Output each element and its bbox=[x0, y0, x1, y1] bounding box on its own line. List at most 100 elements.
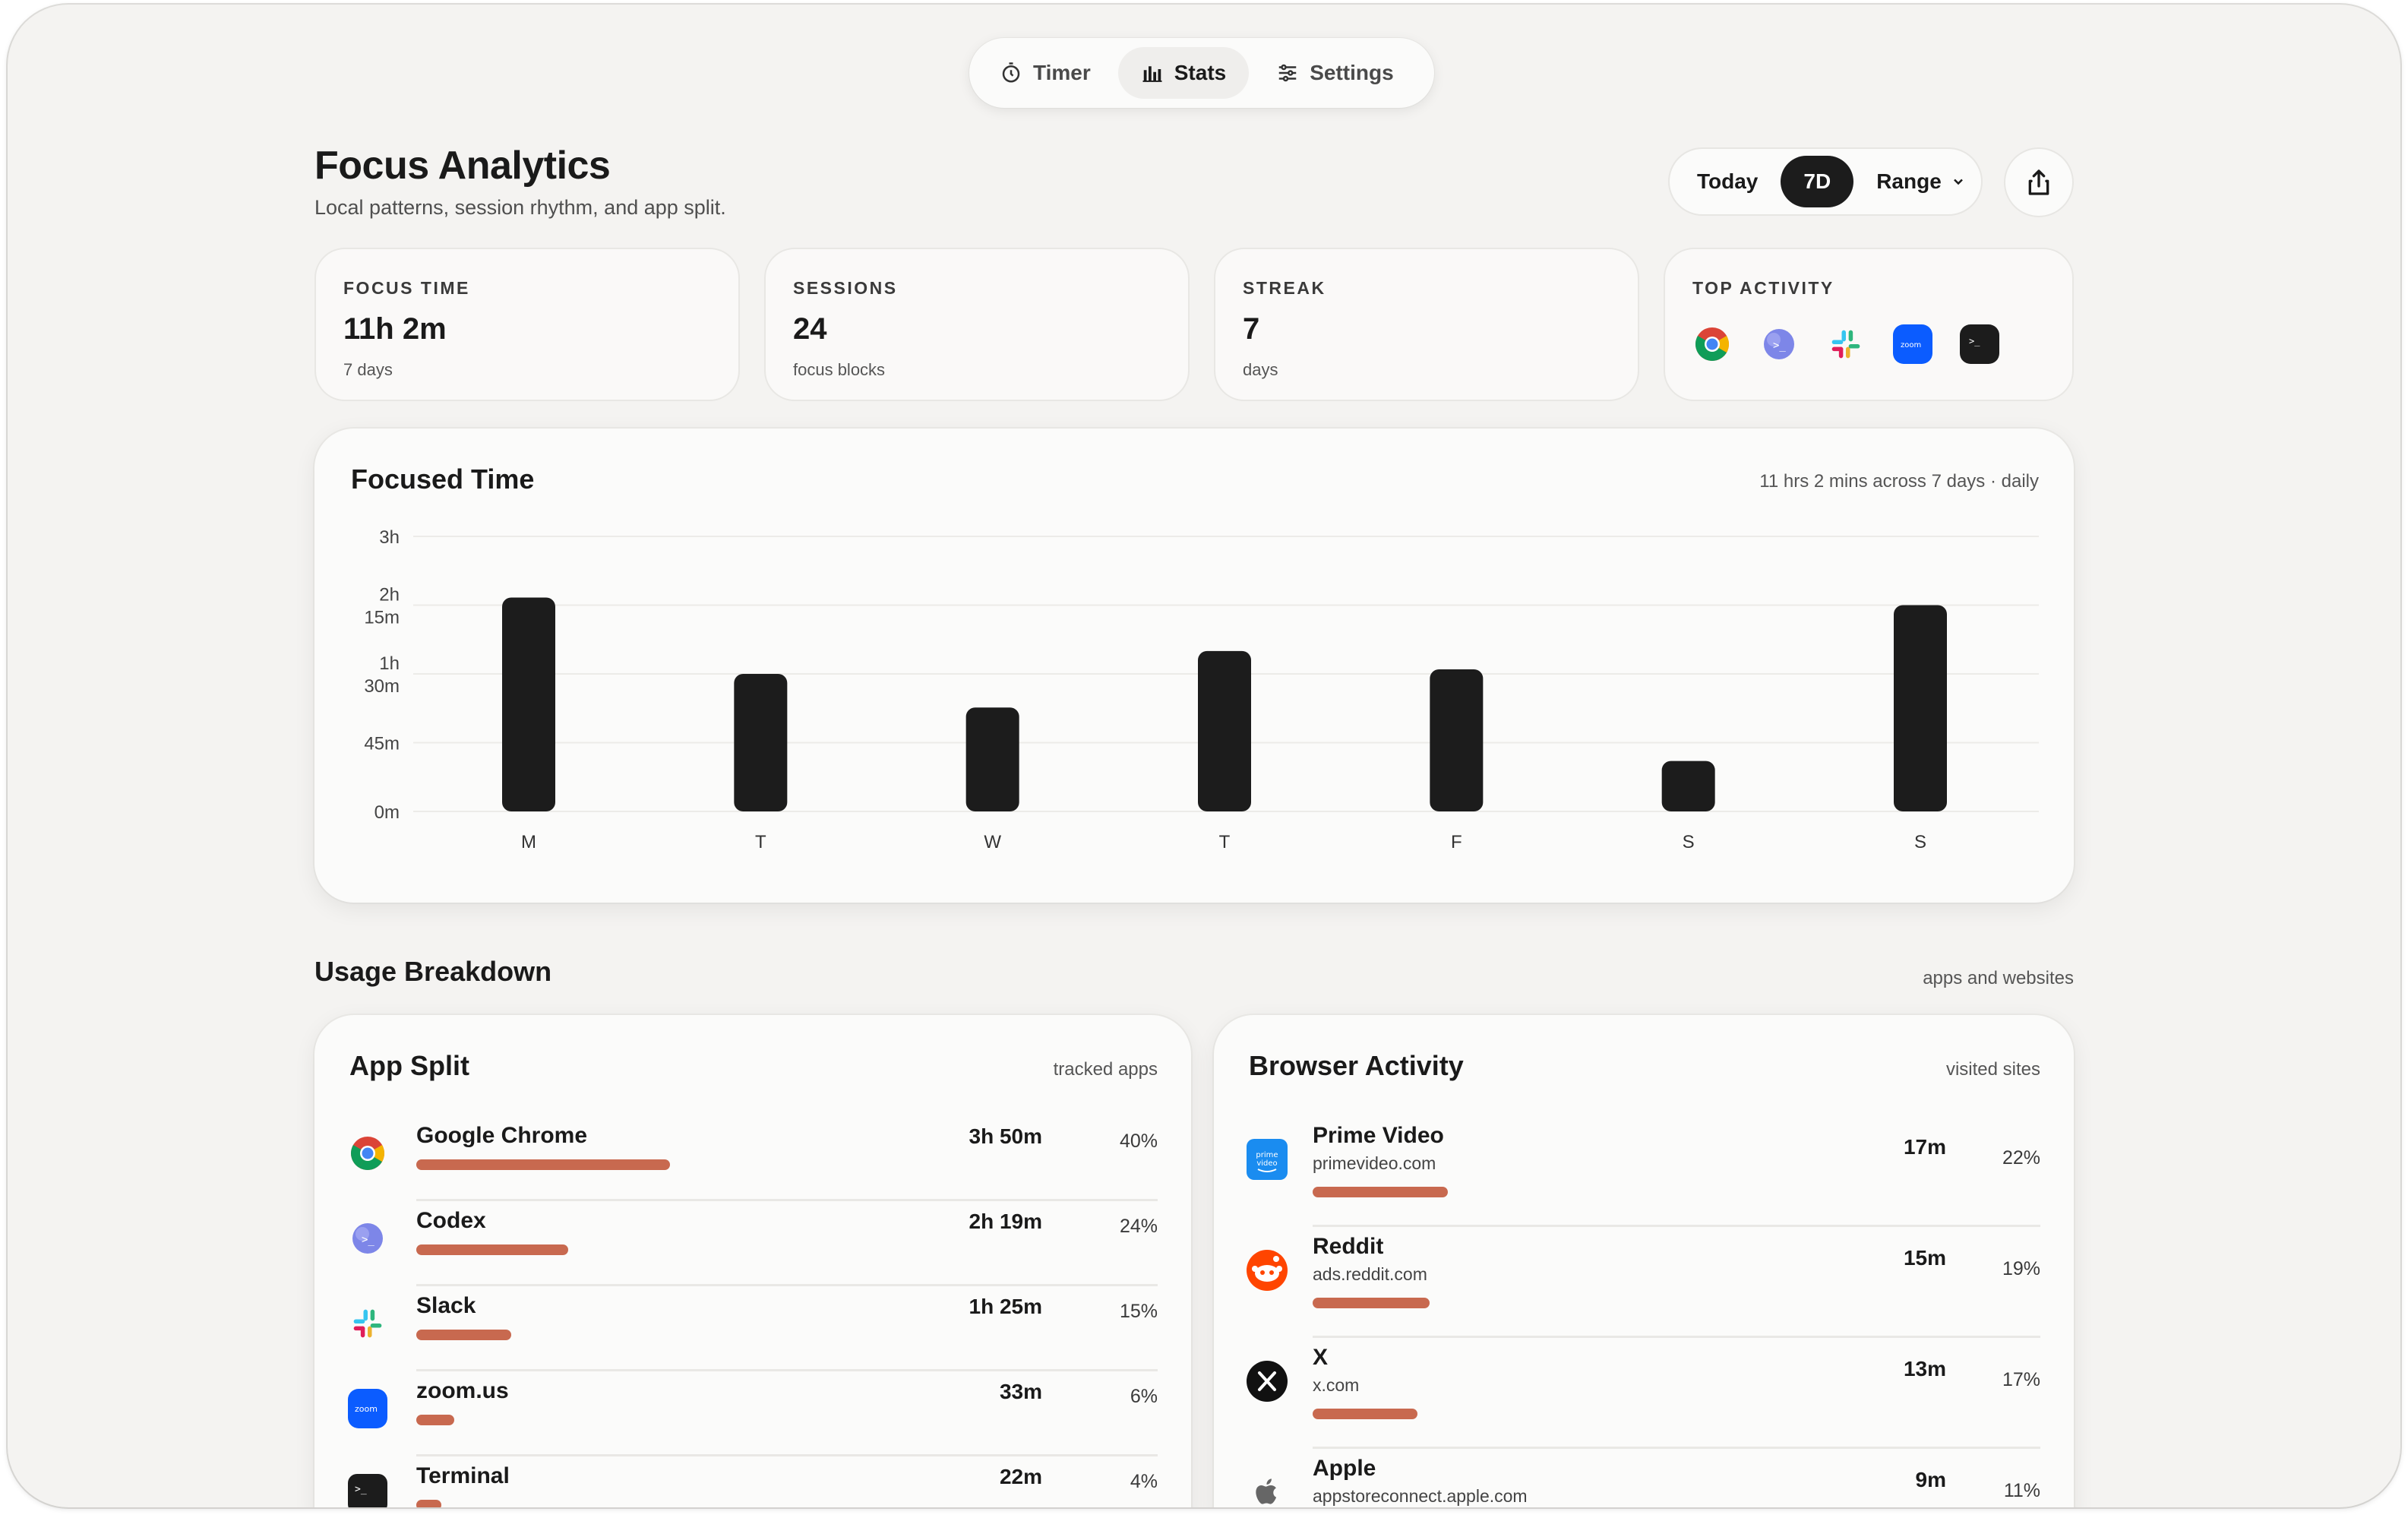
bar-chart-icon bbox=[1142, 66, 1162, 82]
focused-time-meta: 11 hrs 2 mins across 7 days · daily bbox=[1759, 471, 2039, 492]
list-item[interactable]: Reddit ads.reddit.com 15m 19% bbox=[1244, 1226, 2040, 1338]
row-time: 2h 19m bbox=[969, 1210, 1043, 1233]
row-time: 3h 50m bbox=[969, 1124, 1043, 1148]
row-domain: x.com bbox=[1313, 1375, 1360, 1395]
svg-text:>_: >_ bbox=[362, 1234, 374, 1246]
browser-activity-card: Browser Activity visited sites prime vide… bbox=[1214, 1015, 2074, 1507]
page-title: Focus Analytics bbox=[314, 144, 611, 188]
svg-text:zoom: zoom bbox=[1901, 341, 1921, 349]
focus-time-value: 11h 2m bbox=[343, 312, 447, 346]
share-button[interactable] bbox=[2004, 147, 2074, 217]
row-divider bbox=[1313, 1336, 2040, 1338]
row-percent: 6% bbox=[1130, 1386, 1158, 1407]
x-tick-label: S bbox=[1683, 832, 1695, 852]
chrome-icon bbox=[345, 1131, 390, 1176]
zoom-icon: zoom bbox=[345, 1386, 390, 1431]
row-percent: 22% bbox=[2002, 1147, 2040, 1169]
list-item[interactable]: >_ Codex 2h 19m 24% bbox=[345, 1200, 1158, 1286]
row-percent: 24% bbox=[1119, 1216, 1158, 1237]
focus-time-sub: 7 days bbox=[343, 360, 393, 379]
page-subtitle: Local patterns, session rhythm, and app … bbox=[314, 196, 726, 219]
row-percent: 19% bbox=[2002, 1258, 2040, 1279]
range-today-button[interactable]: Today bbox=[1697, 169, 1759, 193]
reddit-icon bbox=[1244, 1248, 1290, 1293]
row-percent: 4% bbox=[1130, 1471, 1158, 1492]
x-icon bbox=[1244, 1358, 1290, 1404]
row-divider bbox=[1313, 1447, 2040, 1449]
focus-time-label: FOCUS TIME bbox=[343, 278, 470, 298]
usage-bar bbox=[416, 1500, 441, 1507]
list-item[interactable]: prime video Prime Video primevideo.com 17m 22… bbox=[1244, 1115, 2040, 1227]
row-percent: 40% bbox=[1119, 1131, 1158, 1152]
x-tick-label: W bbox=[984, 832, 1001, 852]
app-split-title: App Split bbox=[349, 1050, 469, 1081]
y-tick-label: 3h bbox=[379, 527, 400, 548]
app-split-card: App Split tracked apps Google Chrome 3h 5… bbox=[314, 1015, 1191, 1507]
y-tick-label: 45m bbox=[364, 734, 400, 754]
tab-stats[interactable]: Stats bbox=[1117, 47, 1250, 99]
row-domain: primevideo.com bbox=[1313, 1153, 1436, 1173]
codex-icon: >_ bbox=[345, 1216, 390, 1261]
terminal-icon[interactable]: >_ bbox=[1960, 324, 1999, 364]
row-time: 1h 25m bbox=[969, 1295, 1043, 1318]
range-selector: Today 7D Range bbox=[1668, 147, 1983, 216]
sessions-sub: focus blocks bbox=[793, 360, 886, 379]
tab-settings[interactable]: Settings bbox=[1253, 47, 1416, 99]
tab-timer[interactable]: Timer bbox=[977, 47, 1114, 99]
focus-time-card: FOCUS TIME 11h 2m 7 days bbox=[314, 248, 740, 401]
list-item[interactable]: Slack 1h 25m 15% bbox=[345, 1286, 1158, 1371]
row-name: Apple bbox=[1313, 1456, 1376, 1481]
row-name: Terminal bbox=[416, 1463, 510, 1488]
range-dropdown-button[interactable]: Range bbox=[1857, 156, 1986, 207]
chart-bar bbox=[1661, 761, 1715, 811]
svg-text:>_: >_ bbox=[1773, 340, 1786, 352]
svg-text:zoom: zoom bbox=[355, 1404, 378, 1414]
range-7d-button[interactable]: 7D bbox=[1781, 156, 1854, 207]
chrome-icon[interactable] bbox=[1692, 324, 1732, 364]
share-icon bbox=[2028, 169, 2049, 195]
row-percent: 17% bbox=[2002, 1369, 2040, 1390]
slack-icon bbox=[345, 1301, 390, 1346]
terminal-icon: >_ bbox=[345, 1471, 390, 1507]
x-tick-label: T bbox=[755, 832, 766, 852]
tab-settings-label: Settings bbox=[1310, 61, 1394, 84]
sessions-card: SESSIONS 24 focus blocks bbox=[764, 248, 1190, 401]
chart-bar bbox=[1430, 669, 1484, 811]
list-item[interactable]: Google Chrome 3h 50m 40% bbox=[345, 1115, 1158, 1201]
top-nav: Timer Stats Settings bbox=[969, 38, 1434, 108]
browser-activity-meta: visited sites bbox=[1945, 1059, 2040, 1080]
row-divider bbox=[416, 1199, 1158, 1201]
usage-bar bbox=[416, 1415, 454, 1425]
row-name: Codex bbox=[416, 1208, 486, 1233]
tab-stats-label: Stats bbox=[1174, 61, 1227, 84]
tab-timer-label: Timer bbox=[1033, 61, 1091, 84]
row-divider bbox=[416, 1284, 1158, 1286]
zoom-icon[interactable]: zoom bbox=[1893, 324, 1932, 364]
slack-icon[interactable] bbox=[1826, 324, 1866, 364]
row-name: zoom.us bbox=[416, 1378, 509, 1403]
chart-bar bbox=[965, 707, 1019, 811]
row-time: 9m bbox=[1915, 1468, 1946, 1491]
sessions-value: 24 bbox=[793, 312, 827, 346]
usage-bar bbox=[416, 1330, 511, 1340]
list-item[interactable]: Apple appstoreconnect.apple.com 9m 11% bbox=[1244, 1448, 2040, 1507]
y-tick-label: 1h 30m bbox=[364, 653, 400, 697]
chart-bar bbox=[1198, 650, 1251, 811]
streak-label: STREAK bbox=[1243, 278, 1326, 298]
svg-text:video: video bbox=[1256, 1159, 1277, 1168]
x-tick-label: F bbox=[1451, 832, 1462, 852]
row-name: Reddit bbox=[1313, 1234, 1384, 1259]
usage-bar bbox=[416, 1159, 670, 1170]
chart-bar bbox=[502, 597, 555, 811]
row-divider bbox=[416, 1369, 1158, 1371]
row-time: 15m bbox=[1903, 1246, 1946, 1270]
codex-icon[interactable]: >_ bbox=[1759, 324, 1799, 364]
list-item[interactable]: >_ Terminal 22m 4% bbox=[345, 1456, 1158, 1507]
usage-bar bbox=[1313, 1298, 1430, 1308]
prime-video-icon: prime video bbox=[1244, 1137, 1290, 1182]
row-name: Google Chrome bbox=[416, 1123, 588, 1148]
list-item[interactable]: zoom zoom.us 33m 6% bbox=[345, 1371, 1158, 1456]
row-domain: ads.reddit.com bbox=[1313, 1264, 1427, 1284]
svg-text:>_: >_ bbox=[355, 1484, 367, 1495]
